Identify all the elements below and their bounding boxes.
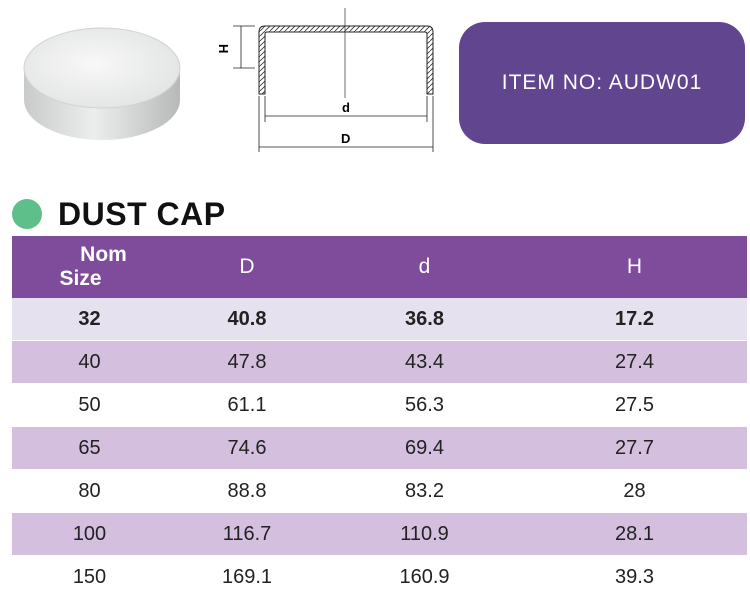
cell-height: 39.3 <box>615 565 654 588</box>
cell-height: 17.2 <box>615 307 654 330</box>
cell-height: 28.1 <box>615 522 654 545</box>
spec-table: Nom Size D d H 32 40.8 36.8 17.2 40 47.8… <box>12 236 747 599</box>
table-row: 80 88.8 83.2 28 <box>12 470 747 513</box>
header-nom: Nom <box>80 243 127 266</box>
cell-height: 27.4 <box>615 350 654 373</box>
cell-size: 100 <box>72 522 107 545</box>
cell-size: 65 <box>78 436 101 459</box>
cell-outer-diameter: 61.1 <box>227 393 267 416</box>
cell-inner-diameter: 83.2 <box>405 479 444 502</box>
cell-size: 40 <box>78 350 101 373</box>
header-height: H <box>626 255 643 278</box>
cell-outer-diameter: 169.1 <box>221 565 273 588</box>
cell-size: 32 <box>78 307 101 330</box>
table-row: 32 40.8 36.8 17.2 <box>12 298 747 341</box>
cell-size: 80 <box>78 479 101 502</box>
header-outer-diameter: D <box>239 255 255 278</box>
page-title: DUST CAP <box>58 195 226 232</box>
cell-inner-diameter: 69.4 <box>405 436 444 459</box>
cell-outer-diameter: 40.8 <box>227 307 267 330</box>
table-header: Nom Size D d H <box>12 236 747 298</box>
height-label: H <box>216 44 231 53</box>
cell-outer-diameter: 47.8 <box>227 350 267 373</box>
table-row: 65 74.6 69.4 27.7 <box>12 427 747 470</box>
section-heading: DUST CAP <box>12 194 226 234</box>
cap-dimension-drawing: H d D <box>216 8 434 152</box>
outer-diameter-label: D <box>341 131 350 146</box>
dust-cap-photo <box>23 27 181 140</box>
cell-outer-diameter: 116.7 <box>222 522 272 545</box>
cell-outer-diameter: 88.8 <box>227 479 267 502</box>
header-nom-size: Nom Size <box>12 243 167 291</box>
header-inner-diameter: d <box>418 255 431 278</box>
cell-size: 150 <box>72 565 107 588</box>
cell-inner-diameter: 160.9 <box>399 565 450 588</box>
cell-outer-diameter: 74.6 <box>227 436 267 459</box>
cell-inner-diameter: 110.9 <box>400 522 449 545</box>
table-row: 100 116.7 110.9 28.1 <box>12 513 747 556</box>
item-number-text: ITEM NO: AUDW01 <box>501 71 703 94</box>
cell-inner-diameter: 43.4 <box>405 350 444 373</box>
bullet-dot-icon <box>12 199 42 229</box>
cell-inner-diameter: 56.3 <box>405 393 444 416</box>
cell-height: 27.7 <box>615 436 654 459</box>
cell-height: 27.5 <box>615 393 654 416</box>
header-size: Size <box>59 267 102 290</box>
table-row: 50 61.1 56.3 27.5 <box>12 384 747 427</box>
table-row: 150 169.1 160.9 39.3 <box>12 556 747 599</box>
cell-height: 28 <box>623 479 646 502</box>
cell-size: 50 <box>78 393 101 416</box>
cell-inner-diameter: 36.8 <box>405 307 444 330</box>
inner-diameter-label: d <box>342 100 350 115</box>
table-row: 40 47.8 43.4 27.4 <box>12 341 747 384</box>
item-number-badge: ITEM NO: AUDW01 <box>459 22 745 144</box>
